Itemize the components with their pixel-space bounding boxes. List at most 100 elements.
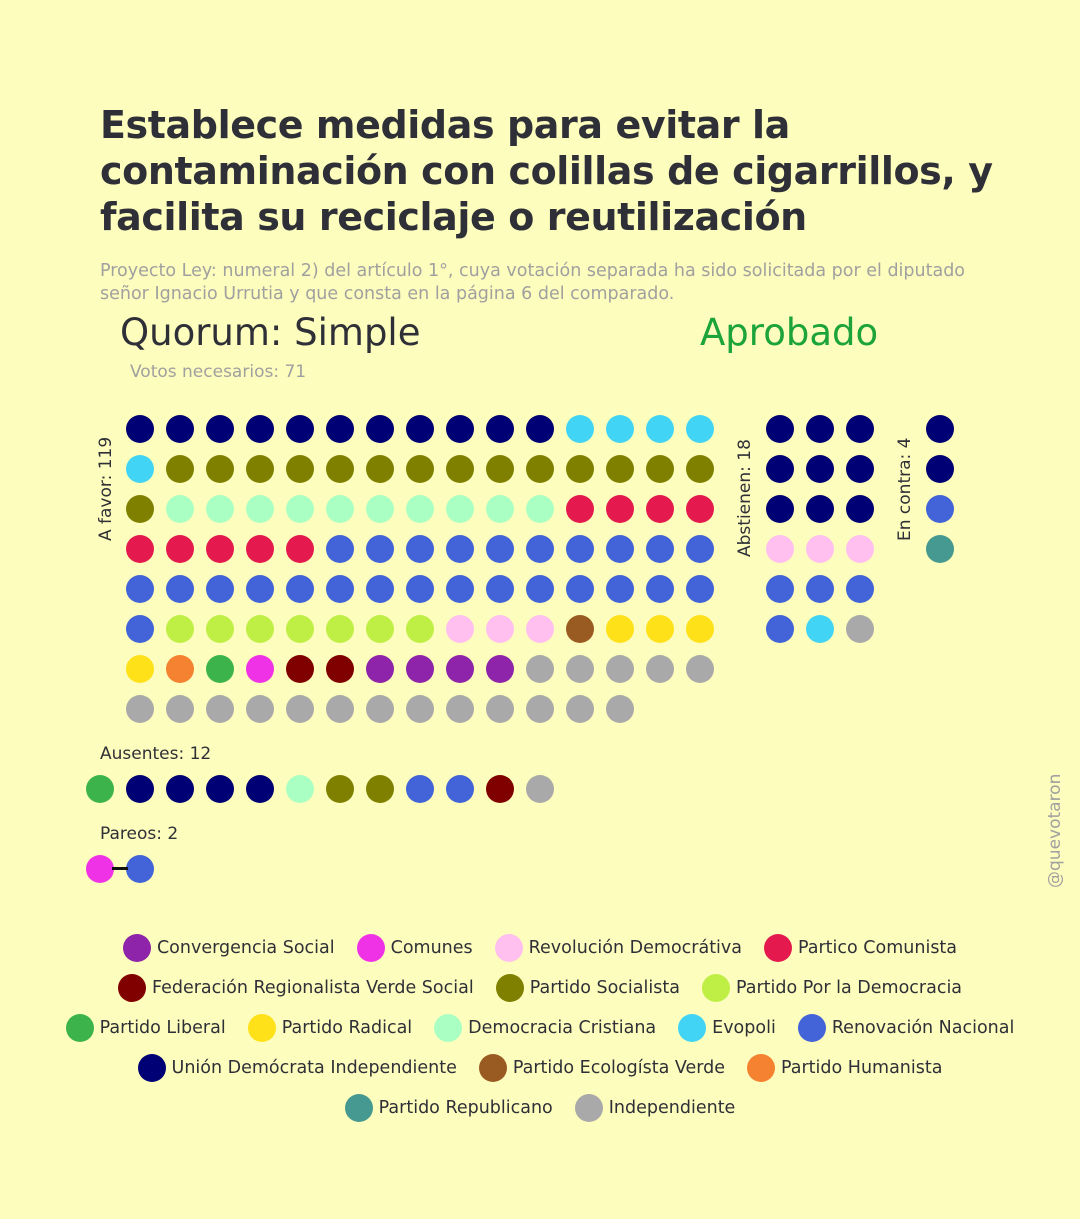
a-favor-dot-union-democrata-independiente [206, 415, 234, 443]
legend-item-partido-humanista: Partido Humanista [747, 1054, 942, 1082]
legend-row: Partido Republicano Independiente [0, 1094, 1080, 1122]
a-favor-dot-independiente [446, 695, 474, 723]
a-favor-dot-partido-humanista [166, 655, 194, 683]
ausentes-dot-union-democrata-independiente [246, 775, 274, 803]
legend-swatch [137, 1054, 166, 1082]
result-label: Aprobado [700, 311, 879, 354]
a-favor-dot-partido-por-la-democracia [366, 615, 394, 643]
a-favor-dot-democracia-cristiana [326, 495, 354, 523]
a-favor-dot-revolucion-democrativa [486, 615, 514, 643]
a-favor-dot-independiente [526, 695, 554, 723]
a-favor-dot-independiente [606, 655, 634, 683]
a-favor-dot-renovacion-nacional [526, 575, 554, 603]
legend-label: Revolución Democrátiva [528, 938, 742, 958]
a-favor-dot-partido-radical [686, 615, 714, 643]
legend-swatch [434, 1014, 463, 1042]
en-contra-label: En contra: 4 [895, 437, 915, 541]
ausentes-dot-democracia-cristiana [286, 775, 314, 803]
en-contra-dot-union-democrata-independiente [926, 415, 954, 443]
a-favor-dot-partido-por-la-democracia [246, 615, 274, 643]
a-favor-dot-partido-socialista [486, 455, 514, 483]
a-favor-dot-evopoli [686, 415, 714, 443]
a-favor-dot-renovacion-nacional [286, 575, 314, 603]
ausentes-dot-renovacion-nacional [406, 775, 434, 803]
a-favor-dot-democracia-cristiana [446, 495, 474, 523]
legend-label: Unión Demócrata Independiente [171, 1058, 457, 1078]
a-favor-dot-partido-por-la-democracia [166, 615, 194, 643]
legend-label: Partido Humanista [781, 1058, 943, 1078]
abstienen-dot-union-democrata-independiente [846, 455, 874, 483]
pareos-dot-renovacion-nacional [126, 855, 154, 883]
ausentes-dot-partido-socialista [366, 775, 394, 803]
a-favor-dot-federacion-regionalista-verde-social [326, 655, 354, 683]
abstienen-dot-independiente [846, 615, 874, 643]
en-contra-dot-renovacion-nacional [926, 495, 954, 523]
legend-item-union-democrata-independiente: Unión Demócrata Independiente [137, 1054, 457, 1082]
abstienen-dot-union-democrata-independiente [806, 495, 834, 523]
a-favor-dot-partido-socialista [326, 455, 354, 483]
legend-item-independiente: Independiente [574, 1094, 736, 1122]
a-favor-dot-partico-comunista [606, 495, 634, 523]
a-favor-dot-evopoli [646, 415, 674, 443]
legend-item-comunes: Comunes [356, 934, 473, 962]
abstienen-dot-revolucion-democrativa [806, 535, 834, 563]
a-favor-dot-partido-socialista [406, 455, 434, 483]
legend-swatch [797, 1014, 826, 1042]
ausentes-dot-federacion-regionalista-verde-social [486, 775, 514, 803]
legend-swatch [247, 1014, 276, 1042]
a-favor-dot-partico-comunista [686, 495, 714, 523]
a-favor-dot-partido-socialista [166, 455, 194, 483]
a-favor-dot-renovacion-nacional [646, 535, 674, 563]
abstienen-dot-renovacion-nacional [766, 575, 794, 603]
a-favor-dot-partido-radical [606, 615, 634, 643]
legend-row: Unión Demócrata Independiente Partido Eco… [0, 1054, 1080, 1082]
a-favor-dot-independiente [606, 695, 634, 723]
ausentes-label: Ausentes: 12 [100, 744, 212, 764]
a-favor-dot-partico-comunista [246, 535, 274, 563]
a-favor-dot-democracia-cristiana [286, 495, 314, 523]
a-favor-dot-union-democrata-independiente [526, 415, 554, 443]
a-favor-dot-independiente [126, 695, 154, 723]
a-favor-dot-renovacion-nacional [246, 575, 274, 603]
legend-label: Independiente [608, 1098, 736, 1118]
pareos-label: Pareos: 2 [100, 824, 179, 844]
a-favor-dot-renovacion-nacional [366, 535, 394, 563]
legend-swatch [356, 934, 385, 962]
legend-label: Convergencia Social [156, 938, 335, 958]
legend-label: Partido Por la Democracia [735, 978, 963, 998]
a-favor-dot-evopoli [606, 415, 634, 443]
a-favor-dot-independiente [326, 695, 354, 723]
a-favor-dot-partido-ecologista-verde [566, 615, 594, 643]
a-favor-dot-independiente [566, 655, 594, 683]
a-favor-dot-partido-socialista [566, 455, 594, 483]
pareo-connector [112, 867, 128, 870]
a-favor-dot-union-democrata-independiente [246, 415, 274, 443]
pareos-dot-comunes [86, 855, 114, 883]
a-favor-dot-independiente [406, 695, 434, 723]
legend-item-partido-liberal: Partido Liberal [65, 1014, 226, 1042]
a-favor-dot-partido-por-la-democracia [406, 615, 434, 643]
a-favor-dot-democracia-cristiana [246, 495, 274, 523]
legend-label: Partico Comunista [798, 938, 958, 958]
a-favor-dot-partico-comunista [206, 535, 234, 563]
a-favor-dot-evopoli [126, 455, 154, 483]
a-favor-dot-renovacion-nacional [686, 575, 714, 603]
legend-swatch [494, 934, 523, 962]
a-favor-dot-renovacion-nacional [566, 535, 594, 563]
legend-item-partido-republicano: Partido Republicano [344, 1094, 553, 1122]
abstienen-dot-union-democrata-independiente [806, 415, 834, 443]
legend-swatch [478, 1054, 507, 1082]
ausentes-dot-partido-liberal [86, 775, 114, 803]
a-favor-dot-independiente [206, 695, 234, 723]
a-favor-dot-federacion-regionalista-verde-social [286, 655, 314, 683]
a-favor-dot-partido-por-la-democracia [286, 615, 314, 643]
a-favor-dot-renovacion-nacional [406, 575, 434, 603]
ausentes-dot-union-democrata-independiente [126, 775, 154, 803]
a-favor-dot-partido-radical [646, 615, 674, 643]
a-favor-dot-partido-radical [126, 655, 154, 683]
a-favor-dot-independiente [686, 655, 714, 683]
legend-swatch [764, 934, 792, 962]
abstienen-dot-revolucion-democrativa [766, 535, 794, 563]
a-favor-dot-partido-socialista [246, 455, 274, 483]
a-favor-dot-convergencia-social [486, 655, 514, 683]
